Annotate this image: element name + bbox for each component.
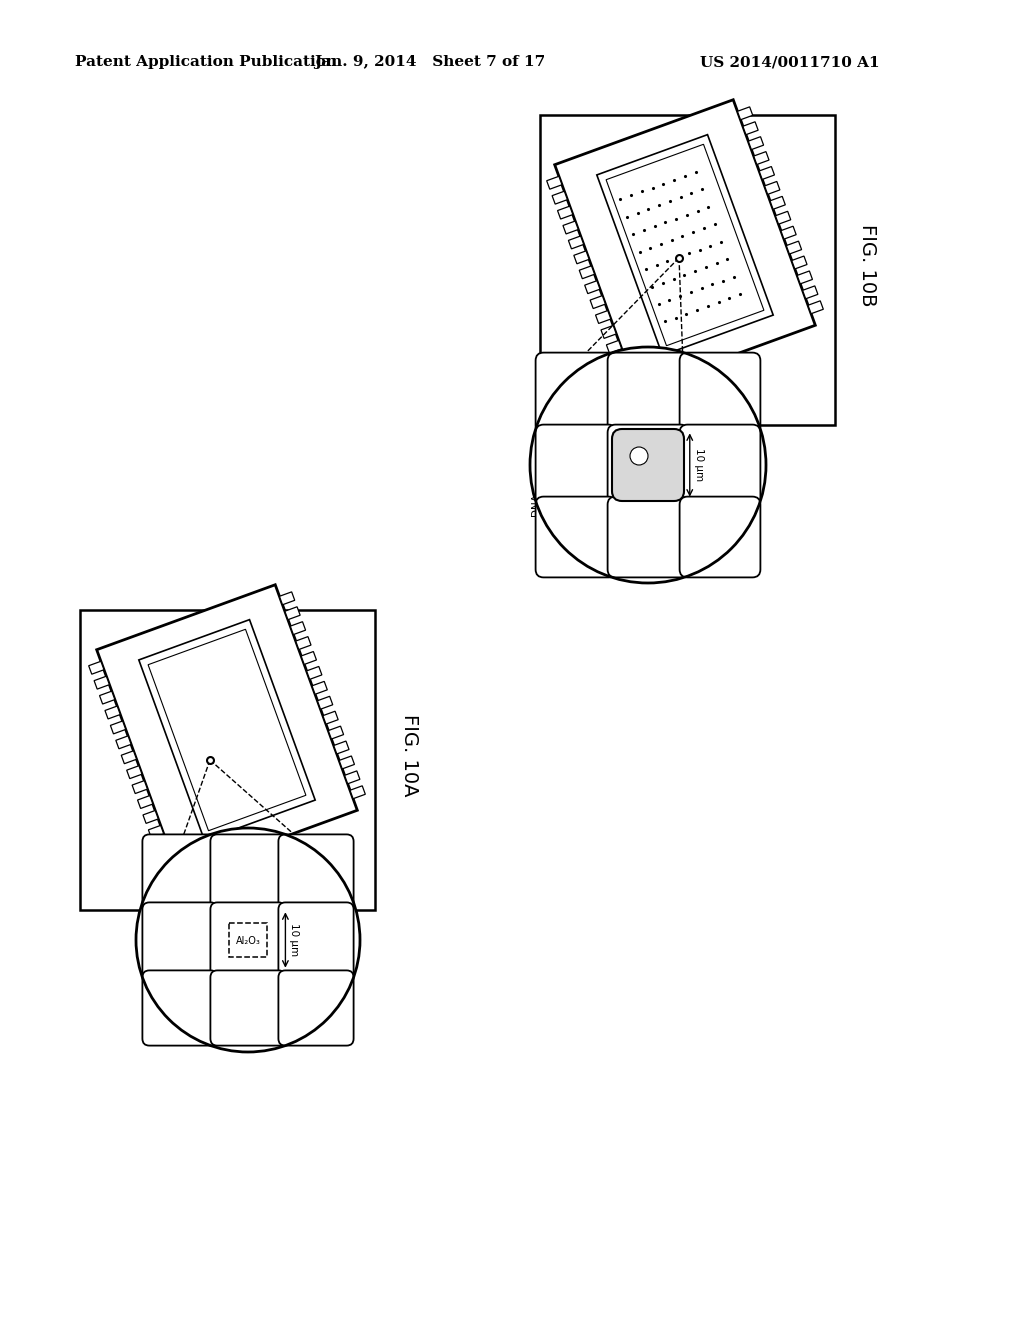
Polygon shape: [759, 166, 774, 180]
Polygon shape: [597, 135, 773, 355]
FancyBboxPatch shape: [142, 970, 218, 1045]
Polygon shape: [568, 236, 584, 249]
Polygon shape: [781, 226, 797, 239]
FancyBboxPatch shape: [279, 970, 353, 1045]
FancyBboxPatch shape: [612, 429, 684, 502]
Polygon shape: [590, 296, 605, 309]
Polygon shape: [754, 152, 769, 165]
FancyBboxPatch shape: [536, 425, 616, 506]
Polygon shape: [345, 771, 359, 784]
FancyBboxPatch shape: [210, 970, 286, 1045]
Polygon shape: [323, 711, 338, 725]
Circle shape: [630, 447, 648, 465]
Polygon shape: [770, 197, 785, 210]
Polygon shape: [280, 591, 295, 605]
Text: US 2014/0011710 A1: US 2014/0011710 A1: [700, 55, 880, 69]
Polygon shape: [137, 796, 153, 808]
FancyBboxPatch shape: [142, 834, 218, 909]
Polygon shape: [617, 370, 633, 383]
Polygon shape: [765, 181, 780, 194]
Text: Jan. 9, 2014   Sheet 7 of 17: Jan. 9, 2014 Sheet 7 of 17: [314, 55, 546, 69]
Polygon shape: [786, 242, 802, 253]
Polygon shape: [139, 619, 315, 841]
Polygon shape: [601, 326, 616, 338]
Polygon shape: [775, 211, 791, 224]
FancyBboxPatch shape: [680, 352, 761, 433]
Polygon shape: [132, 780, 147, 793]
FancyBboxPatch shape: [279, 903, 353, 978]
Text: FIG. 10A: FIG. 10A: [400, 714, 420, 796]
Polygon shape: [285, 607, 300, 619]
FancyBboxPatch shape: [536, 496, 616, 577]
Polygon shape: [312, 681, 328, 694]
Text: Al₂O₃: Al₂O₃: [236, 936, 260, 946]
Polygon shape: [148, 825, 164, 838]
Bar: [80, 610, 375, 909]
Bar: [229, 923, 267, 957]
Text: PASSIVATION
OPENING: PASSIVATION OPENING: [142, 946, 164, 1014]
Polygon shape: [111, 721, 126, 734]
Polygon shape: [555, 100, 815, 391]
Text: Patent Application Publication: Patent Application Publication: [75, 55, 337, 69]
Polygon shape: [350, 785, 366, 799]
FancyBboxPatch shape: [536, 352, 616, 433]
Polygon shape: [329, 726, 344, 739]
Polygon shape: [317, 696, 333, 709]
FancyBboxPatch shape: [210, 834, 286, 909]
Polygon shape: [557, 206, 572, 219]
Polygon shape: [606, 144, 764, 346]
Polygon shape: [127, 766, 142, 779]
FancyBboxPatch shape: [210, 903, 286, 978]
Polygon shape: [792, 256, 807, 269]
Polygon shape: [737, 107, 753, 120]
Polygon shape: [160, 855, 174, 869]
Polygon shape: [121, 751, 136, 764]
Polygon shape: [808, 301, 823, 314]
Circle shape: [136, 828, 360, 1052]
FancyBboxPatch shape: [607, 496, 688, 577]
Text: DNA +
MANETIC BEAD: DNA + MANETIC BEAD: [532, 461, 554, 540]
Polygon shape: [89, 661, 104, 675]
Polygon shape: [749, 137, 764, 149]
Polygon shape: [105, 706, 120, 719]
Polygon shape: [301, 652, 316, 664]
Polygon shape: [606, 341, 622, 354]
Polygon shape: [334, 741, 349, 754]
FancyBboxPatch shape: [279, 834, 353, 909]
Text: 10 μm: 10 μm: [694, 449, 703, 482]
Polygon shape: [96, 585, 357, 875]
FancyBboxPatch shape: [680, 425, 761, 506]
Polygon shape: [143, 810, 159, 824]
Polygon shape: [148, 630, 306, 830]
Polygon shape: [116, 735, 131, 748]
Text: 10 μm: 10 μm: [290, 924, 299, 957]
Polygon shape: [154, 841, 169, 853]
Polygon shape: [612, 355, 627, 368]
Polygon shape: [563, 220, 579, 234]
Polygon shape: [339, 756, 354, 768]
Text: FIG. 10B: FIG. 10B: [858, 224, 878, 306]
Polygon shape: [552, 191, 567, 205]
Polygon shape: [573, 251, 589, 264]
Polygon shape: [803, 286, 818, 298]
Polygon shape: [797, 271, 812, 284]
FancyBboxPatch shape: [680, 496, 761, 577]
FancyBboxPatch shape: [142, 903, 218, 978]
Polygon shape: [596, 310, 611, 323]
Circle shape: [530, 347, 766, 583]
FancyBboxPatch shape: [607, 425, 688, 506]
Bar: [540, 115, 835, 425]
Polygon shape: [547, 177, 562, 189]
Polygon shape: [290, 622, 305, 635]
Polygon shape: [306, 667, 322, 680]
Polygon shape: [296, 636, 311, 649]
Polygon shape: [94, 676, 110, 689]
FancyBboxPatch shape: [607, 352, 688, 433]
Polygon shape: [99, 692, 115, 704]
Polygon shape: [585, 281, 600, 293]
Polygon shape: [580, 265, 595, 279]
Polygon shape: [742, 121, 758, 135]
